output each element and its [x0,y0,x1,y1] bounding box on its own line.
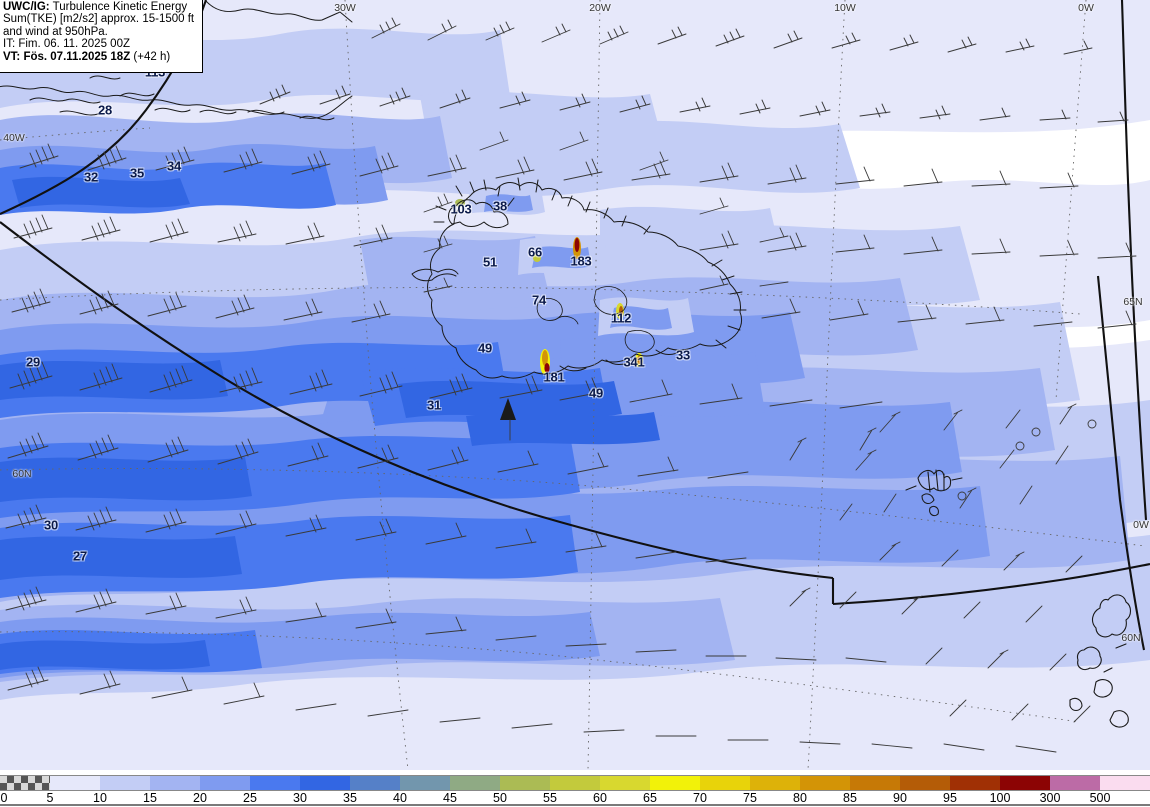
graticule-label: 65N [1123,296,1143,308]
colorbar-segment[interactable] [900,776,950,790]
colorbar-tick-labels: 0 5 10 15 20 25 30 35 40 45 50 55 60 65 70 75 80 85 90 95 10… [0,791,1150,807]
colorbar-tick: 90 [893,791,907,805]
colorbar-tick: 15 [143,791,157,805]
colorbar-tick: 40 [393,791,407,805]
colorbar-tick: 30 [293,791,307,805]
colorbar-segment[interactable] [650,776,700,790]
station-value-label: 74 [531,292,547,308]
station-value-label: 103 [450,201,472,217]
colorbar-tick: 80 [793,791,807,805]
graticule-label: 60N [12,468,32,480]
station-value-label: 112 [610,310,632,326]
colorbar-segment[interactable] [200,776,250,790]
map-svg [0,0,1150,770]
info-title-line2: Sum(TKE) [m2/s2] approx. 15-1500 ft [3,13,195,26]
colorbar-tick: 20 [193,791,207,805]
colorbar-tick: 75 [743,791,757,805]
station-value-label: 66 [527,244,543,260]
station-value-label: 181 [543,369,565,385]
wind-barb-layer [5,17,1137,753]
station-value-label: 31 [426,397,442,413]
tke-hotspot [455,199,643,375]
colorbar-segment[interactable] [100,776,150,790]
colorbar-segment[interactable] [0,776,50,790]
colorbar-segment[interactable] [800,776,850,790]
colorbar-panel: 0 5 10 15 20 25 30 35 40 45 50 55 60 65 70 75 80 85 90 95 10… [0,770,1150,807]
colorbar-segment[interactable] [50,776,100,790]
colorbar-tick: 0 [0,791,8,805]
colorbar-tick: 45 [443,791,457,805]
colorbar-segment[interactable] [350,776,400,790]
graticule-label: 0W [1133,519,1149,531]
colorbar-segment[interactable] [750,776,800,790]
colorbar-tick: 35 [343,791,357,805]
colorbar-tick: 50 [493,791,507,805]
colorbar-segment[interactable] [450,776,500,790]
info-title-text: Turbulence Kinetic Energy [52,1,188,13]
station-value-label: 27 [72,548,88,564]
colorbar-tick: 100 [989,791,1011,805]
graticule-label: 60N [1121,632,1141,644]
info-valid-time: VT: Fös. 07.11.2025 18Z (+42 h) [3,51,199,63]
colorbar-segment[interactable] [1000,776,1050,790]
colorbar-tick: 55 [543,791,557,805]
graticule-label: 30W [334,2,356,14]
colorbar-tick: 25 [243,791,257,805]
coastline-layer [0,0,1132,728]
faroe-islands [905,469,963,517]
graticule-label: 0W [1078,2,1094,14]
colorbar-tick: 85 [843,791,857,805]
info-valid-label: VT: Fös. 07.11.2025 18Z [3,50,131,63]
colorbar-tick: 5 [46,791,54,805]
info-title-line3: and wind at 950hPa. [3,25,108,38]
station-value-label: 51 [482,254,498,270]
colorbar-tick: 95 [943,791,957,805]
colorbar-segment[interactable] [700,776,750,790]
colorbar-segment[interactable] [400,776,450,790]
station-value-label: 183 [570,253,592,269]
colorbar-tick: 60 [593,791,607,805]
colorbar-tick: 500 [1089,791,1111,805]
colorbar-segment[interactable] [300,776,350,790]
graticule-label: 10W [834,2,856,14]
colorbar-segment[interactable] [150,776,200,790]
station-value-label: 30 [43,517,59,533]
colorbar-segment[interactable] [250,776,300,790]
colorbar-segment[interactable] [550,776,600,790]
station-value-label: 32 [83,169,99,185]
graticule-label: 20W [589,2,611,14]
colorbar-tick: 300 [1039,791,1061,805]
station-value-label: 28 [97,102,113,118]
station-value-label: 34 [166,158,182,174]
shetland-islands [1069,594,1132,728]
forecast-info-box: UWC/IG: Turbulence Kinetic Energy Sum(TK… [0,0,203,73]
colorbar-tick: 10 [93,791,107,805]
info-init-time: IT: Fim. 06. 11. 2025 00Z [3,38,130,51]
colorbar-segment[interactable] [1050,776,1100,790]
info-source-label: UWC/IG: [3,1,50,13]
colorbar-gradient[interactable] [0,775,1150,791]
colorbar-baseline-rule [0,804,1150,806]
station-value-label: 49 [477,340,493,356]
colorbar-segment[interactable] [600,776,650,790]
station-value-label: 341 [623,354,645,370]
info-title-line1: UWC/IG: Turbulence Kinetic Energy [3,1,199,13]
graticule-label: 40W [3,132,25,144]
colorbar-tick: 65 [643,791,657,805]
colorbar-segment[interactable] [850,776,900,790]
colorbar-tick: 70 [693,791,707,805]
colorbar-segment[interactable] [500,776,550,790]
station-value-label: 29 [25,354,41,370]
station-value-label: 38 [492,198,508,214]
station-value-label: 35 [129,165,145,181]
tke-shading-layer [0,0,1150,770]
station-value-label: 49 [588,385,604,401]
colorbar-segment[interactable] [950,776,1000,790]
info-valid-suffix: (+42 h) [133,50,171,63]
colorbar-segment[interactable] [1100,776,1150,790]
station-value-label: 33 [675,347,691,363]
